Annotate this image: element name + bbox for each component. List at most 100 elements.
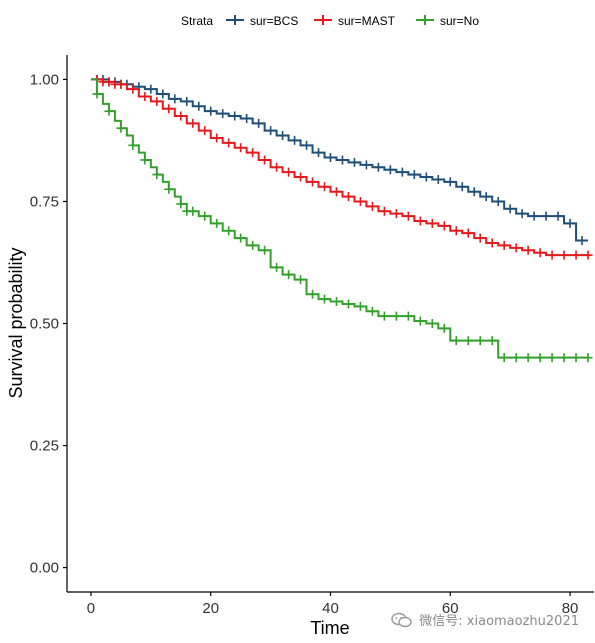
censor-mark xyxy=(421,172,431,182)
x-axis-title: Time xyxy=(310,618,349,638)
censor-mark xyxy=(385,165,395,175)
censor-mark xyxy=(284,270,294,280)
y-tick-label: 0.50 xyxy=(30,316,59,333)
censor-mark xyxy=(505,204,515,214)
censor-mark xyxy=(284,167,294,177)
censor-mark xyxy=(493,196,503,206)
censor-mark xyxy=(391,311,401,321)
series-layer xyxy=(90,74,593,363)
y-tick-label: 0.75 xyxy=(30,193,59,210)
censor-mark xyxy=(212,133,222,143)
censor-mark xyxy=(343,299,353,309)
censor-mark xyxy=(409,170,419,180)
censor-mark xyxy=(296,172,306,182)
censor-mark xyxy=(104,77,114,87)
censor-mark xyxy=(517,209,527,219)
legend-title: Strata xyxy=(181,14,213,28)
censor-mark xyxy=(188,118,198,128)
censor-mark xyxy=(583,250,593,260)
legend-key xyxy=(226,15,244,25)
y-tick-label: 1.00 xyxy=(30,71,59,88)
censor-mark xyxy=(248,240,258,250)
watermark-text: 微信号: xiaomaozhu2021 xyxy=(419,614,579,629)
censor-mark xyxy=(523,245,533,255)
censor-mark xyxy=(182,96,192,106)
censor-mark xyxy=(176,111,186,121)
censor-mark xyxy=(152,170,162,180)
censor-mark xyxy=(254,118,264,128)
censor-mark xyxy=(278,131,288,141)
censor-mark xyxy=(236,143,246,153)
censor-mark xyxy=(361,160,371,170)
censor-mark xyxy=(349,157,359,167)
censor-mark xyxy=(116,79,126,89)
censor-mark xyxy=(475,336,485,346)
censor-mark xyxy=(224,226,234,236)
censor-mark xyxy=(116,123,126,133)
x-tick-label: 60 xyxy=(442,600,459,617)
censor-mark xyxy=(170,94,180,104)
censor-mark xyxy=(391,209,401,219)
censor-mark xyxy=(308,289,318,299)
y-axis-title: Survival probability xyxy=(6,247,26,398)
censor-mark xyxy=(397,167,407,177)
censor-mark xyxy=(511,353,521,363)
censor-mark xyxy=(559,353,569,363)
censor-mark xyxy=(260,155,270,165)
y-tick-label: 0.25 xyxy=(30,438,59,455)
censor-mark xyxy=(343,192,353,202)
censor-mark xyxy=(230,111,240,121)
censor-mark xyxy=(403,311,413,321)
censor-mark xyxy=(415,316,425,326)
series-2 xyxy=(90,78,593,363)
censor-mark xyxy=(475,233,485,243)
censor-mark xyxy=(176,199,186,209)
legend-key xyxy=(416,15,434,25)
censor-mark xyxy=(158,89,168,99)
legend-key xyxy=(314,15,332,25)
censor-mark xyxy=(266,126,276,136)
y-tick-label: 0.00 xyxy=(30,560,59,577)
censor-mark xyxy=(314,148,324,158)
censor-mark xyxy=(535,248,545,258)
series-line xyxy=(90,78,589,359)
censor-mark xyxy=(331,187,341,197)
legend-entry: sur=No xyxy=(416,14,479,28)
censor-mark xyxy=(302,140,312,150)
censor-mark xyxy=(128,140,138,150)
censor-mark xyxy=(355,196,365,206)
censor-mark xyxy=(427,319,437,328)
censor-mark xyxy=(218,109,228,119)
censor-mark xyxy=(128,84,138,94)
censor-mark xyxy=(481,192,491,202)
censor-mark xyxy=(439,323,449,333)
censor-mark xyxy=(188,206,198,216)
censor-mark xyxy=(272,262,282,272)
axes: 0.00 0.25 0.50 0.75 1.00 0 20 40 60 80 xyxy=(30,55,594,617)
censor-mark xyxy=(355,301,365,311)
censor-mark xyxy=(326,153,335,163)
censor-mark xyxy=(200,126,210,136)
censor-mark xyxy=(451,226,461,236)
censor-mark xyxy=(200,211,210,221)
censor-mark xyxy=(296,275,306,285)
censor-mark xyxy=(547,250,557,260)
censor-mark xyxy=(499,240,509,250)
censor-mark xyxy=(499,353,509,363)
censor-mark xyxy=(547,353,557,363)
x-tick-label: 20 xyxy=(202,600,219,617)
censor-mark xyxy=(308,177,318,187)
censor-mark xyxy=(487,238,497,248)
censor-mark xyxy=(152,96,162,106)
censor-mark xyxy=(379,311,389,321)
watermark: 微信号: xiaomaozhu2021 xyxy=(391,610,579,629)
censor-mark xyxy=(224,138,234,148)
censor-mark xyxy=(367,306,377,316)
censor-mark xyxy=(140,91,150,101)
censor-mark xyxy=(367,201,377,211)
censor-mark xyxy=(236,233,246,243)
censor-mark xyxy=(272,162,282,172)
censor-mark xyxy=(164,184,174,194)
censor-mark xyxy=(439,221,449,231)
